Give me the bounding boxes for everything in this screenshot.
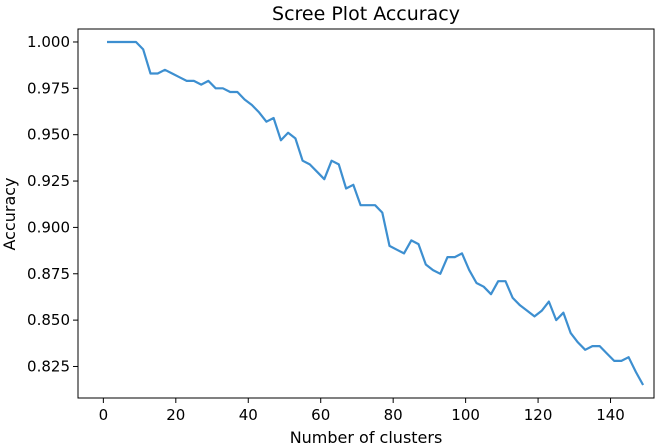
x-tick-label: 80 (384, 406, 403, 424)
accuracy-series-line (107, 40, 645, 386)
y-tick-label: 0.875 (27, 265, 70, 283)
y-tick-label: 0.925 (27, 172, 70, 190)
y-tick-label: 0.975 (27, 79, 70, 97)
y-axis-title: Accuracy (0, 177, 19, 250)
x-tick-label: 140 (596, 406, 625, 424)
y-tick-label: 0.950 (27, 126, 70, 144)
x-tick-label: 40 (239, 406, 258, 424)
chart-title: Scree Plot Accuracy (272, 3, 460, 25)
x-tick-label: 0 (99, 406, 109, 424)
x-tick-label: 120 (524, 406, 553, 424)
ticks: 0 20 40 60 80 100 120 140 0.825 0.850 0.875 0.900 0.… (27, 33, 625, 424)
plot-frame (77, 28, 655, 399)
x-axis-title: Number of clusters (290, 428, 443, 447)
y-tick-label: 0.825 (27, 357, 70, 375)
y-tick-label: 0.900 (27, 218, 70, 236)
x-tick-label: 60 (311, 406, 330, 424)
y-tick-label: 1.000 (27, 33, 70, 51)
y-tick-label: 0.850 (27, 311, 70, 329)
x-tick-label: 100 (451, 406, 480, 424)
x-tick-label: 20 (166, 406, 185, 424)
